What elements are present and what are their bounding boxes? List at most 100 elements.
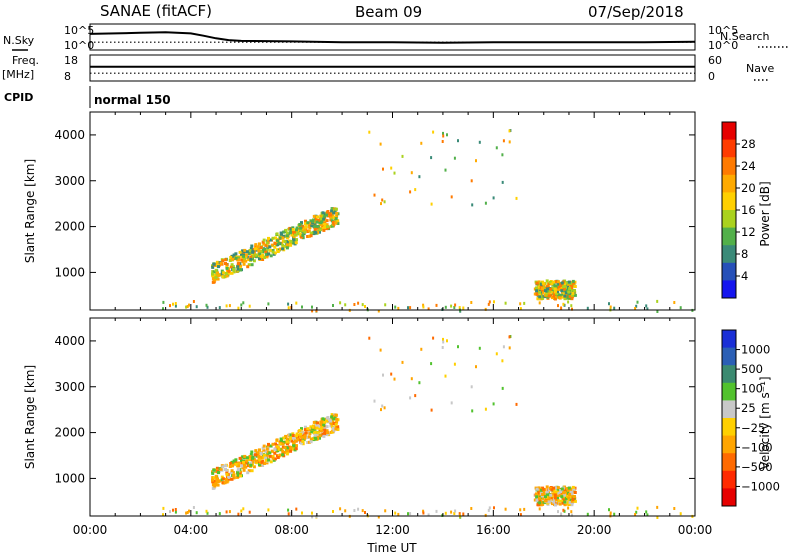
data-cell (287, 508, 290, 512)
data-cell (282, 436, 286, 440)
data-cell (557, 499, 561, 503)
data-cell (174, 508, 177, 511)
data-cell (195, 511, 198, 515)
colorbar-swatch (722, 418, 736, 437)
data-cell (335, 211, 339, 215)
data-cell (162, 513, 164, 517)
data-cell (478, 346, 481, 350)
data-cell (282, 234, 286, 238)
data-cell (244, 461, 248, 465)
data-cell (319, 223, 323, 227)
power-colorbar: 4 8 12 16 20 24 28 (721, 121, 756, 299)
data-cell (555, 294, 558, 298)
nave-label: Nave (746, 62, 774, 75)
data-cell (566, 288, 570, 292)
data-cell (409, 190, 412, 194)
data-cell (251, 254, 255, 258)
data-cell (238, 456, 242, 460)
data-cell (457, 345, 459, 349)
data-cell (535, 281, 539, 285)
data-cell (221, 481, 225, 485)
data-cell (495, 352, 498, 356)
data-cell (430, 156, 433, 160)
data-cell (519, 302, 522, 306)
data-cell (214, 268, 218, 272)
data-cell (281, 453, 285, 457)
power-panel (89, 111, 696, 311)
data-cell (314, 214, 318, 218)
data-cell (212, 280, 216, 284)
data-cell (269, 444, 273, 448)
data-cell (270, 243, 274, 247)
data-cell (541, 281, 545, 285)
data-cell (325, 219, 329, 223)
data-cell (487, 302, 490, 306)
data-cell (303, 222, 307, 226)
data-cell (234, 460, 238, 464)
data-cell (330, 211, 334, 215)
data-cell (318, 230, 321, 234)
data-cell (232, 268, 236, 271)
data-cell (488, 506, 491, 510)
data-cell (322, 228, 326, 232)
data-cell (364, 305, 366, 308)
colorbar-frame (721, 329, 737, 507)
data-cell (273, 448, 277, 451)
data-cell (508, 140, 511, 144)
data-cell (261, 464, 265, 467)
data-cell (332, 422, 336, 425)
data-cell (444, 305, 447, 309)
data-cell (446, 133, 448, 137)
colorbar-tick-label: 25 (741, 401, 756, 415)
data-cell (230, 469, 234, 473)
data-cell (420, 347, 423, 351)
data-cell (266, 444, 270, 448)
data-cell (332, 510, 334, 513)
data-cell (281, 239, 285, 243)
data-cell (245, 456, 249, 460)
data-cell (322, 217, 326, 221)
data-cell (308, 223, 312, 227)
data-cell (281, 243, 285, 247)
data-cell (558, 494, 562, 497)
data-cell (567, 290, 571, 294)
data-cell (484, 201, 487, 205)
data-cell (380, 202, 382, 206)
data-cell (238, 472, 242, 476)
data-cell (245, 459, 249, 463)
data-cell (262, 444, 266, 448)
data-cell (470, 301, 473, 304)
data-cell (302, 434, 306, 438)
data-cell (557, 510, 559, 514)
data-cell (285, 243, 289, 247)
data-cell (570, 510, 573, 514)
data-cell (321, 433, 325, 436)
data-cell (311, 425, 315, 429)
data-cell (541, 493, 545, 496)
data-cell (224, 258, 228, 262)
data-cell (228, 510, 231, 514)
data-cell (549, 290, 553, 294)
data-cell (570, 289, 574, 293)
data-cell (237, 467, 241, 471)
data-cell (539, 500, 543, 504)
data-cell (334, 217, 338, 221)
cpid-label: CPID (4, 91, 33, 104)
data-cell (393, 377, 396, 381)
data-cell (325, 419, 328, 423)
data-cell (548, 289, 552, 293)
data-cell (225, 304, 228, 308)
data-cell (492, 402, 495, 406)
data-cell (535, 495, 539, 499)
xtick-label: 04:00 (174, 523, 209, 537)
data-cell (547, 498, 551, 502)
data-cell (267, 458, 271, 462)
frequency-series (90, 65, 695, 74)
data-cell (309, 437, 313, 441)
data-cell (558, 296, 562, 300)
noise-ytick-bottom-right: 10^0 (708, 39, 738, 52)
cpid-value: normal 150 (94, 93, 171, 107)
data-cell (325, 213, 328, 217)
data-cell (316, 431, 320, 435)
data-cell (357, 301, 360, 305)
